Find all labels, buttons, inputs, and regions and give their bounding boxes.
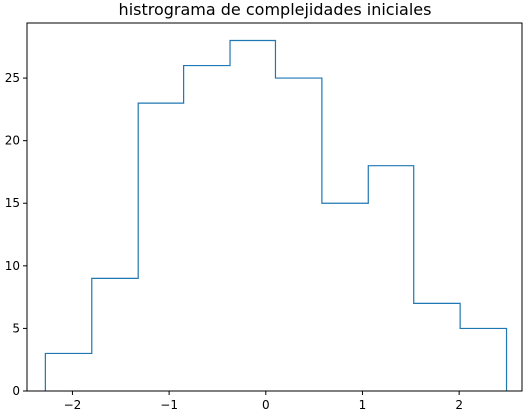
histogram-bin	[414, 303, 460, 391]
x-tick-label: 1	[359, 398, 367, 412]
y-tick-label: 5	[12, 321, 20, 335]
histogram-bin	[275, 78, 321, 391]
plot-area	[44, 39, 508, 391]
histogram-bin	[460, 328, 506, 391]
histogram-bin	[138, 103, 183, 391]
histogram-bin	[230, 41, 275, 391]
x-axis: −2 −1 0 1 2	[64, 391, 463, 412]
histogram-bin	[368, 166, 413, 391]
histogram-bin	[92, 278, 138, 391]
x-tick-label: 0	[262, 398, 270, 412]
y-axis: 0 5 10 15 20 25	[5, 71, 27, 398]
y-tick-label: 10	[5, 259, 20, 273]
plot-frame	[26, 22, 523, 392]
histogram-bin	[45, 353, 91, 391]
y-tick-label: 25	[5, 71, 20, 85]
x-tick-label: −2	[64, 398, 82, 412]
y-tick-label: 0	[12, 384, 20, 398]
histogram-step-line	[44, 39, 508, 391]
y-tick-label: 15	[5, 196, 20, 210]
y-tick-label: 20	[5, 134, 20, 148]
x-tick-label: 2	[455, 398, 463, 412]
x-tick-label: −1	[160, 398, 178, 412]
histogram-bin	[322, 203, 368, 391]
histogram-bin	[184, 66, 230, 391]
chart-title: histrograma de complejidades iniciales	[119, 0, 432, 19]
